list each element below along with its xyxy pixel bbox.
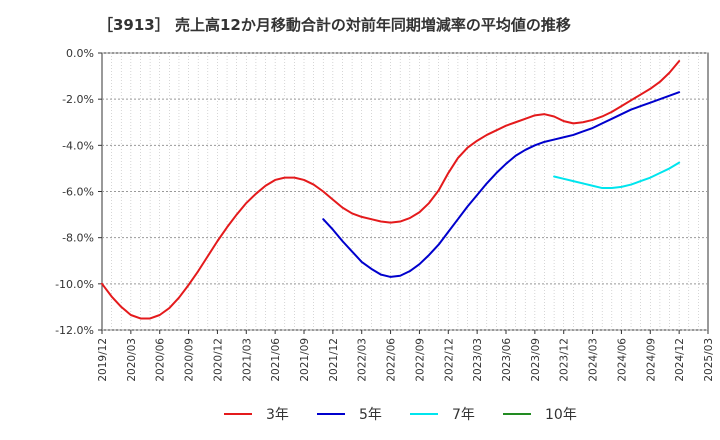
y-tick-label: -10.0% — [55, 278, 94, 291]
x-tick-label: 2020/03 — [126, 338, 138, 382]
x-tick-label: 2024/12 — [674, 338, 686, 382]
chart-title: ［3913］ 売上高12か月移動合計の対前年同期増減率の平均値の推移 — [98, 16, 571, 34]
series-line-5年 — [322, 91, 681, 278]
x-tick-label: 2021/12 — [328, 338, 340, 382]
legend-label: 10年 — [545, 407, 577, 423]
x-tick-label: 2021/09 — [299, 338, 311, 382]
y-tick-label: -12.0% — [55, 324, 94, 337]
series-line-7年 — [553, 161, 681, 190]
x-tick-label: 2023/06 — [501, 338, 513, 382]
x-tick-label: 2020/06 — [155, 338, 167, 382]
y-tick-label: -4.0% — [62, 139, 94, 152]
legend: 3年 5年 7年 10年 — [224, 407, 577, 423]
plot-area — [101, 52, 709, 331]
x-tick-label: 2022/09 — [414, 338, 426, 382]
x-tick-label: 2021/03 — [241, 338, 253, 382]
y-tick-label: -8.0% — [62, 232, 94, 245]
series-lines — [101, 60, 681, 320]
x-tick-label: 2025/03 — [703, 338, 715, 382]
x-tick-label: 2022/12 — [443, 338, 455, 382]
y-tick-label: -6.0% — [62, 186, 94, 199]
x-tick-label: 2023/12 — [559, 338, 571, 382]
x-tick-label: 2020/12 — [212, 338, 224, 382]
x-tick-label: 2022/06 — [386, 338, 398, 382]
y-axis: 0.0% -2.0% -4.0% -6.0% -8.0% -10.0% -12.0% — [55, 47, 102, 337]
legend-label: 7年 — [452, 407, 475, 423]
x-tick-label: 2022/03 — [357, 338, 369, 382]
x-tick-label: 2024/03 — [588, 338, 600, 382]
series-line-3年 — [101, 60, 681, 320]
x-tick-label: 2021/06 — [270, 338, 282, 382]
x-tick-label: 2023/03 — [472, 338, 484, 382]
x-tick-label: 2020/09 — [184, 338, 196, 382]
legend-label: 5年 — [359, 407, 382, 423]
y-tick-label: 0.0% — [66, 47, 94, 60]
x-tick-label: 2024/09 — [645, 338, 657, 382]
legend-label: 3年 — [266, 407, 289, 423]
y-tick-label: -2.0% — [62, 93, 94, 106]
x-axis: 2019/12 2020/03 2020/06 2020/09 2020/12 2021/… — [97, 330, 715, 382]
x-tick-label: 2023/09 — [530, 338, 542, 382]
x-tick-label: 2024/06 — [616, 338, 628, 382]
x-tick-label: 2019/12 — [97, 338, 109, 382]
